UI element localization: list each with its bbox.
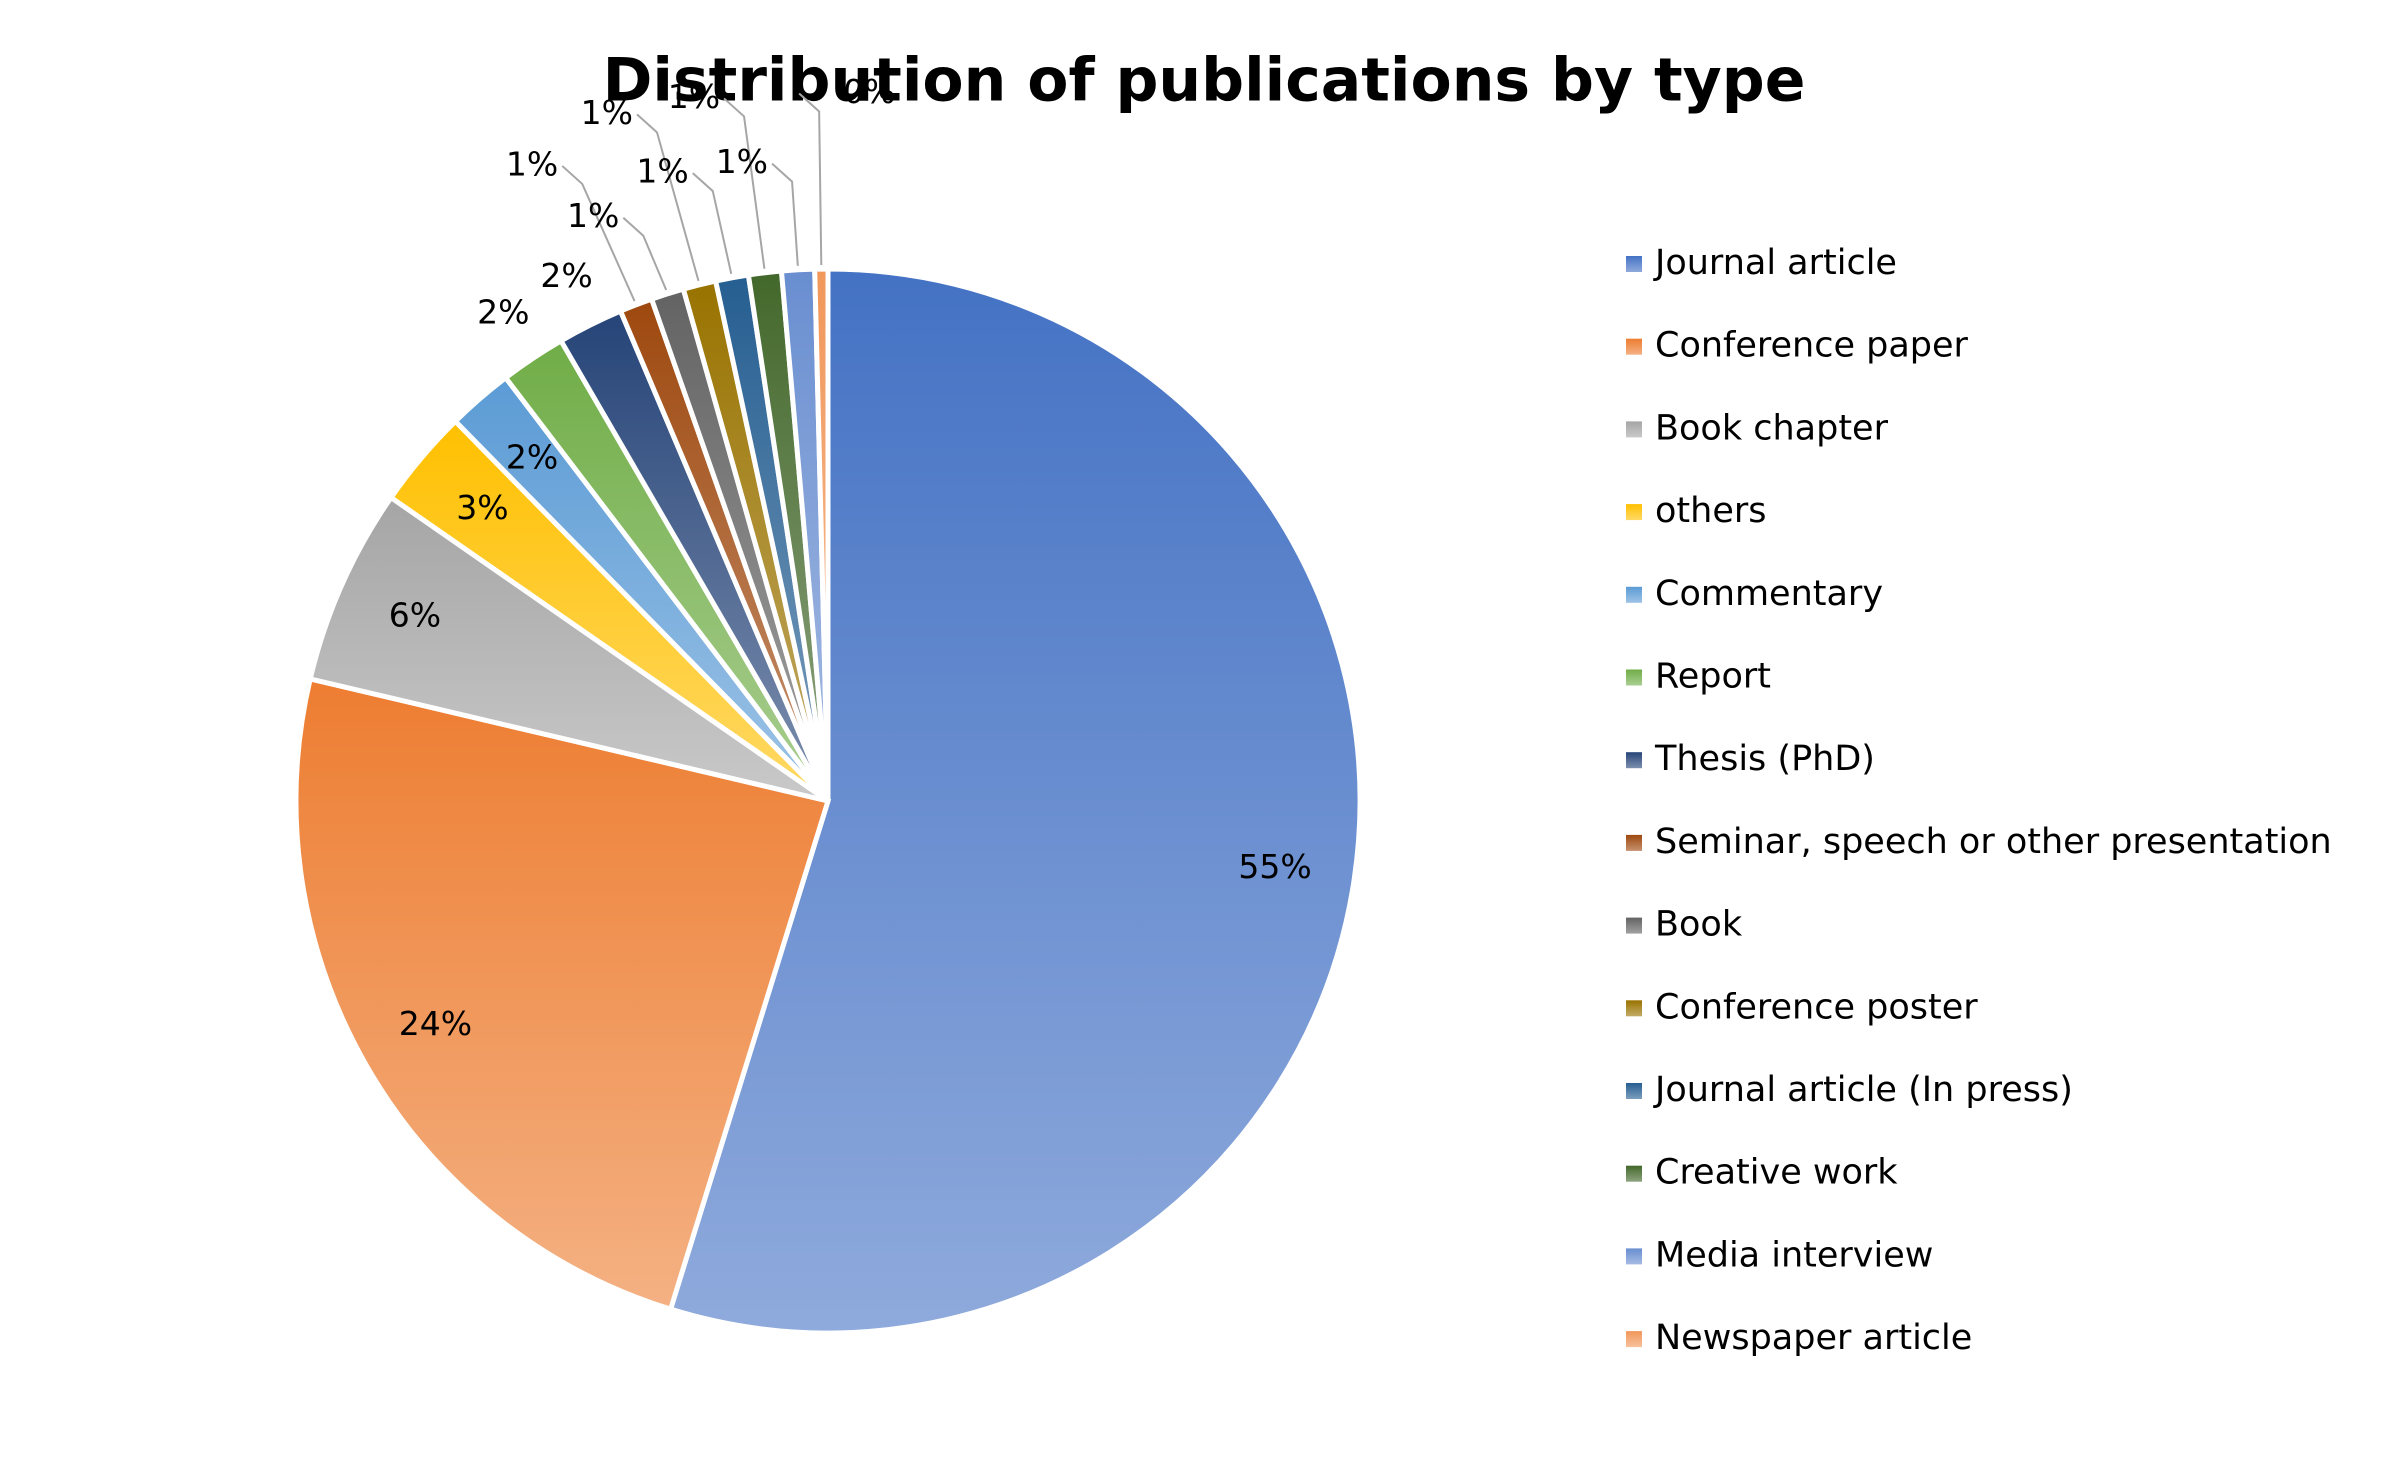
legend-label: Thesis (PhD) (1654, 739, 1875, 779)
legend-label: Newspaper article (1655, 1318, 1972, 1358)
data-label: 1% (581, 93, 633, 132)
legend-label: Journal article (1653, 243, 1897, 283)
pie-slice (307, 494, 830, 804)
data-label: 3% (456, 488, 508, 527)
legend-label: Media interview (1655, 1235, 1933, 1275)
leader-line (692, 172, 733, 275)
leader-line (798, 92, 823, 266)
legend-swatch (1626, 256, 1642, 272)
chart-title: Distribution of publications by type (603, 46, 1806, 116)
data-label: 2% (477, 293, 529, 332)
legend-swatch (1626, 917, 1642, 934)
legend-label: Book (1655, 905, 1743, 945)
legend-label: Conference paper (1655, 326, 1969, 366)
legend-label: Book chapter (1655, 408, 1889, 448)
legend-swatch (1626, 834, 1642, 851)
legend-label: Creative work (1655, 1153, 1898, 1193)
legend-swatch (1626, 669, 1642, 686)
legend-swatch (1626, 338, 1642, 355)
leader-line (771, 162, 799, 266)
data-label: 1% (567, 196, 619, 235)
leader-line (561, 165, 636, 302)
pie-slice (667, 266, 1363, 1336)
leader-line (723, 97, 766, 269)
legend-label: Seminar, speech or other presentation (1655, 822, 2332, 862)
pie-slice (293, 675, 832, 1313)
legend-swatch (1626, 752, 1642, 769)
pie-slice (812, 266, 831, 802)
data-label: 1% (636, 152, 688, 191)
legend-swatch (1626, 1165, 1642, 1182)
data-label: 24% (399, 1004, 472, 1043)
data-label: 6% (389, 595, 441, 634)
leader-line (622, 216, 668, 291)
legend-swatch (1626, 1083, 1642, 1099)
legend-swatch (1626, 586, 1642, 603)
data-label: 2% (506, 438, 558, 477)
legend-label: Commentary (1655, 574, 1883, 614)
legend-label: Journal article (In press) (1653, 1070, 2073, 1110)
legend-swatch (1626, 504, 1642, 521)
legend-swatch (1626, 421, 1642, 438)
data-label: 1% (668, 77, 720, 116)
data-label: 2% (540, 256, 592, 295)
legend-swatch (1626, 1248, 1642, 1265)
legend-label: others (1655, 491, 1766, 531)
data-label: 0% (843, 72, 895, 111)
legend-label: Conference poster (1655, 987, 1978, 1027)
legend-swatch (1626, 1331, 1642, 1348)
data-label: 55% (1238, 847, 1311, 886)
data-label: 1% (506, 144, 558, 183)
legend-label: Report (1655, 657, 1771, 697)
data-label: 1% (716, 142, 768, 181)
legend-swatch (1626, 1000, 1642, 1017)
leader-line (636, 113, 700, 282)
